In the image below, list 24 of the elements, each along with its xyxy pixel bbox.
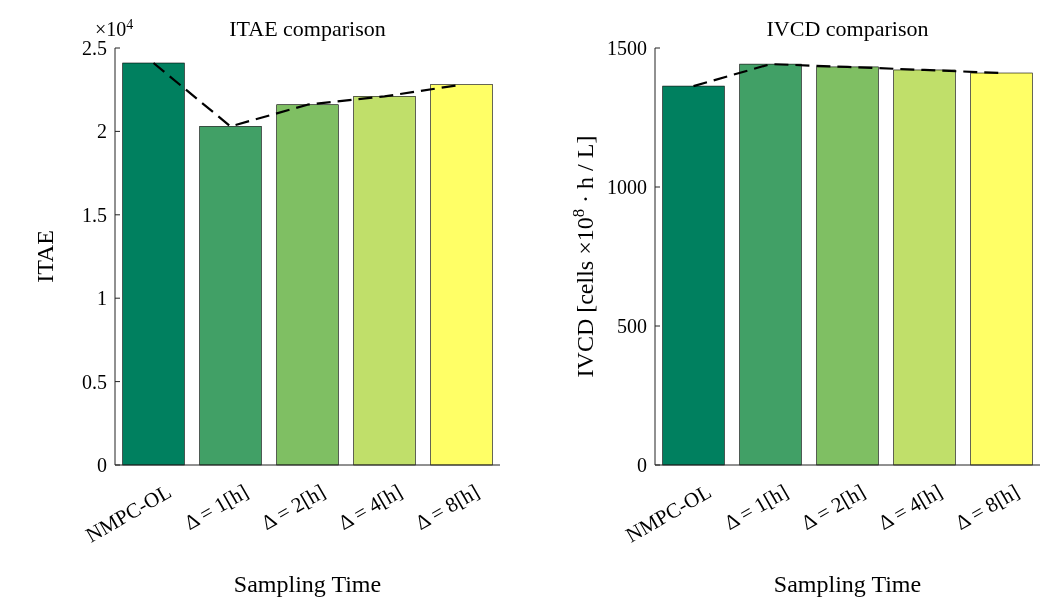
- text: ×10$^{4}$: [95, 16, 134, 40]
- x-tick-label: Δ = 4[h]: [334, 479, 407, 535]
- x-tick-label: Δ = 8[h]: [411, 479, 484, 535]
- y-tick-label: 1500: [607, 37, 647, 59]
- y-tick-label: 1.5: [82, 203, 107, 226]
- y-tick-label: 500: [617, 315, 647, 337]
- y-axis-title: ITAE: [32, 230, 58, 283]
- chart-title: ITAE comparison: [229, 16, 386, 41]
- x-tick-label: Δ = 1[h]: [720, 479, 793, 535]
- y-tick-label: 1: [97, 287, 107, 310]
- y-tick-label: 2: [97, 120, 107, 143]
- y-tick-label: 0.5: [82, 370, 107, 393]
- x-axis-title: Sampling Time: [773, 571, 922, 597]
- x-tick-label: Δ = 2[h]: [257, 479, 330, 535]
- y-tick-label: 2.5: [82, 37, 107, 59]
- chart-title: IVCD comparison: [766, 16, 929, 41]
- x-tick-label: Δ = 4[h]: [874, 479, 947, 535]
- x-tick-label: Δ = 8[h]: [951, 479, 1024, 535]
- y-tick-label: 0: [637, 454, 647, 476]
- y-tick-label: 0: [97, 454, 107, 476]
- x-axis-title: Sampling Time: [233, 571, 382, 597]
- x-tick-label: Δ = 2[h]: [797, 479, 870, 535]
- x-tick-label: Δ = 1[h]: [180, 479, 253, 535]
- y-tick-label: 1000: [607, 176, 647, 198]
